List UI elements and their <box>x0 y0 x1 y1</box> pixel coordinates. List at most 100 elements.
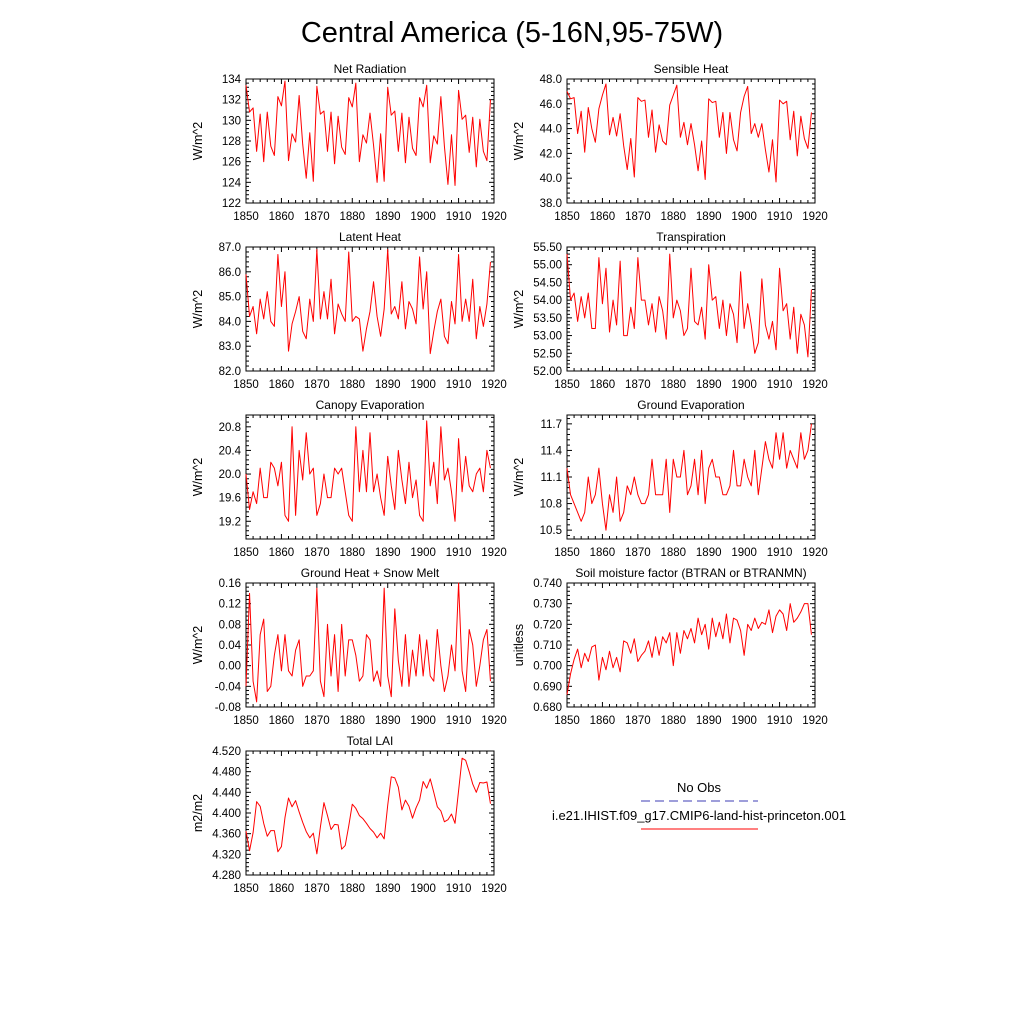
x-tick-label: 1890 <box>375 547 401 559</box>
x-tick-label: 1860 <box>590 379 616 391</box>
y-axis-label: W/m^2 <box>191 626 205 665</box>
series-line <box>566 603 812 695</box>
series-line <box>566 423 812 531</box>
panel-title: Total LAI <box>347 734 394 748</box>
x-tick-label: 1860 <box>590 547 616 559</box>
x-tick-label: 1900 <box>410 715 436 727</box>
y-tick-label: 10.5 <box>540 525 562 537</box>
x-tick-label: 1900 <box>731 379 757 391</box>
y-tick-label: 84.0 <box>219 316 241 328</box>
series-line <box>566 253 812 358</box>
x-tick-label: 1920 <box>802 379 828 391</box>
x-tick-label: 1890 <box>696 379 722 391</box>
y-tick-label: 48.0 <box>540 74 562 86</box>
series-line <box>245 420 491 522</box>
x-tick-label: 1860 <box>269 379 295 391</box>
x-tick-label: 1870 <box>304 715 330 727</box>
y-tick-label: 85.0 <box>219 292 241 304</box>
y-tick-label: 0.740 <box>533 578 562 590</box>
x-tick-label: 1900 <box>410 379 436 391</box>
x-tick-label: 1850 <box>554 715 580 727</box>
y-tick-label: 11.4 <box>540 445 562 457</box>
y-tick-label: 19.2 <box>219 516 241 528</box>
x-tick-label: 1870 <box>625 379 651 391</box>
y-tick-label: 19.6 <box>219 493 241 505</box>
x-tick-label: 1850 <box>233 883 259 895</box>
y-tick-label: 4.440 <box>212 787 241 799</box>
y-tick-label: 46.0 <box>540 99 562 111</box>
y-tick-label: 55.00 <box>533 260 562 272</box>
y-tick-label: 44.0 <box>540 124 562 136</box>
y-tick-label: 20.8 <box>219 422 241 434</box>
x-tick-label: 1910 <box>767 211 793 223</box>
x-tick-label: 1920 <box>802 211 828 223</box>
x-tick-label: 1880 <box>660 379 686 391</box>
x-tick-label: 1910 <box>446 211 472 223</box>
x-tick-label: 1870 <box>304 211 330 223</box>
y-tick-label: 53.50 <box>533 313 562 325</box>
panel-net-radiation: Net Radiation 1850 1860 1870 1880 1890 1900 191… <box>191 62 507 223</box>
x-tick-label: 1920 <box>481 547 507 559</box>
panel-title: Latent Heat <box>339 230 402 244</box>
x-tick-label: 1920 <box>481 379 507 391</box>
panel-title: Transpiration <box>656 230 726 244</box>
y-tick-label: 0.710 <box>533 640 562 652</box>
x-tick-label: 1890 <box>696 211 722 223</box>
x-tick-label: 1900 <box>731 211 757 223</box>
x-tick-label: 1910 <box>767 547 793 559</box>
y-tick-label: 126 <box>222 157 241 169</box>
series-line <box>245 757 491 855</box>
y-tick-label: 130 <box>222 115 241 127</box>
x-tick-label: 1850 <box>233 379 259 391</box>
x-tick-label: 1880 <box>660 715 686 727</box>
x-tick-label: 1850 <box>554 379 580 391</box>
y-tick-label: 54.00 <box>533 295 562 307</box>
x-tick-label: 1910 <box>446 379 472 391</box>
panel-title: Soil moisture factor (BTRAN or BTRANMN) <box>575 566 806 580</box>
y-tick-label: 0.16 <box>219 578 241 590</box>
panel-soil-moisture-factor-btran-or-btranmn: Soil moisture factor (BTRAN or BTRANMN) 1… <box>512 566 828 727</box>
x-tick-label: 1880 <box>660 547 686 559</box>
x-tick-label: 1850 <box>233 547 259 559</box>
panel-sensible-heat: Sensible Heat 1850 1860 1870 1880 1890 1900 191… <box>512 62 828 223</box>
x-tick-label: 1890 <box>375 715 401 727</box>
x-tick-label: 1870 <box>625 715 651 727</box>
y-axis-label: W/m^2 <box>512 122 526 161</box>
series-line <box>245 248 491 355</box>
x-tick-label: 1920 <box>481 883 507 895</box>
y-tick-label: 40.0 <box>540 173 562 185</box>
panel-latent-heat: Latent Heat 1850 1860 1870 1880 1890 1900 1910 1… <box>191 230 507 391</box>
x-tick-label: 1890 <box>696 547 722 559</box>
panel-title: Ground Evaporation <box>637 398 744 412</box>
x-tick-label: 1900 <box>731 715 757 727</box>
x-tick-label: 1880 <box>660 211 686 223</box>
y-axis-label: W/m^2 <box>191 290 205 329</box>
x-tick-label: 1890 <box>375 379 401 391</box>
x-tick-label: 1910 <box>446 547 472 559</box>
panel-ground-heat-snow-melt: Ground Heat + Snow Melt 1850 1860 1870 1880 1… <box>191 566 507 727</box>
y-tick-label: 0.720 <box>533 619 562 631</box>
x-tick-label: 1880 <box>339 715 365 727</box>
x-tick-label: 1870 <box>304 883 330 895</box>
y-tick-label: 10.8 <box>540 499 562 511</box>
y-tick-label: 4.280 <box>212 870 241 882</box>
x-tick-label: 1880 <box>339 547 365 559</box>
x-tick-label: 1890 <box>696 715 722 727</box>
panel-title: Ground Heat + Snow Melt <box>301 566 440 580</box>
y-tick-label: 55.50 <box>533 242 562 254</box>
panel-title: Sensible Heat <box>654 62 729 76</box>
plot-frame <box>566 582 816 708</box>
figure-title: Central America (5-16N,95-75W) <box>301 17 723 49</box>
y-tick-label: 11.1 <box>540 472 562 484</box>
x-tick-label: 1860 <box>590 715 616 727</box>
panel-title: Net Radiation <box>334 62 407 76</box>
y-tick-label: 20.0 <box>219 469 241 481</box>
x-tick-label: 1880 <box>339 883 365 895</box>
x-tick-label: 1920 <box>481 211 507 223</box>
x-tick-label: 1920 <box>481 715 507 727</box>
y-tick-label: 0.08 <box>219 619 241 631</box>
y-tick-label: 52.50 <box>533 348 562 360</box>
y-tick-label: 0.690 <box>533 681 562 693</box>
y-tick-label: -0.08 <box>215 702 241 714</box>
x-tick-label: 1870 <box>625 547 651 559</box>
